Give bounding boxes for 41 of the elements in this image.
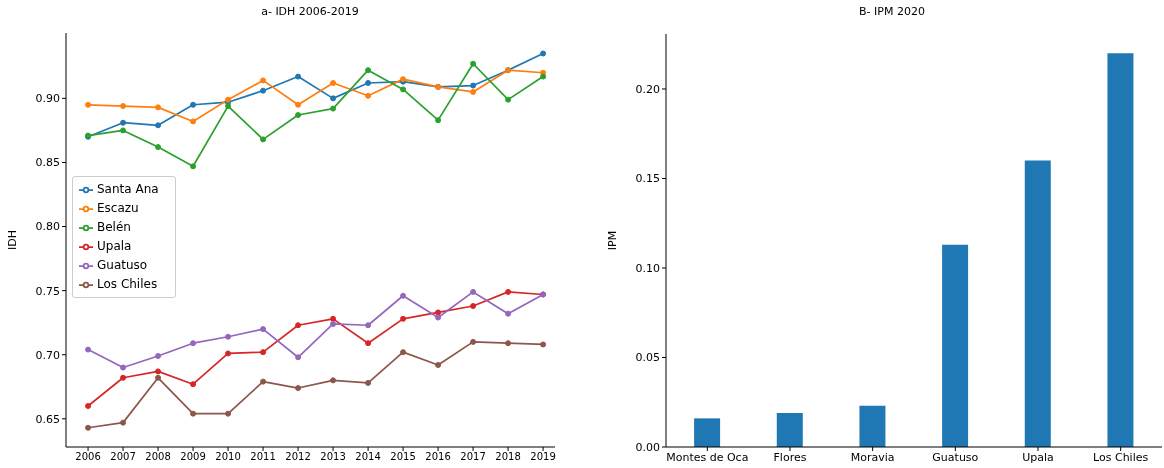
y-tick-label: 0.75 — [35, 284, 60, 298]
legend-label: Los Chiles — [97, 277, 158, 291]
y-tick-label: 0.85 — [35, 156, 60, 170]
legend-label: Upala — [97, 239, 132, 253]
y-tick-label: 0.20 — [635, 82, 660, 96]
x-tick-label: 2019 — [530, 451, 556, 463]
legend-label: Belén — [97, 220, 131, 234]
y-tick-label: 0.80 — [35, 220, 60, 234]
x-tick-label: Upala — [1022, 450, 1054, 464]
x-tick-label: 2016 — [425, 451, 451, 463]
x-tick-label: 2011 — [250, 451, 276, 463]
y-tick-label: 0.00 — [635, 440, 660, 454]
x-tick-label: 2014 — [355, 451, 381, 463]
x-tick-label: 2013 — [320, 451, 346, 463]
x-tick-label: 2017 — [460, 451, 486, 463]
x-tick-label: Los Chiles — [1093, 450, 1149, 464]
legend-label: Escazu — [97, 201, 139, 215]
x-tick-label: 2010 — [215, 451, 241, 463]
legend-label: Guatuso — [97, 258, 148, 272]
x-tick-label: Moravia — [850, 450, 895, 464]
y-tick-label: 0.15 — [635, 172, 660, 186]
x-tick-label: Montes de Oca — [666, 450, 749, 464]
x-tick-label: Flores — [773, 450, 807, 464]
y-axis-title: IPM — [605, 230, 619, 251]
x-tick-label: 2008 — [145, 451, 171, 463]
chart-title: B- IPM 2020 — [858, 5, 926, 18]
x-tick-label: 2009 — [180, 451, 206, 463]
y-tick-label: 0.90 — [35, 92, 60, 106]
x-tick-label: 2007 — [110, 451, 136, 463]
y-tick-label: 0.65 — [35, 412, 60, 426]
x-tick-label: Guatuso — [932, 450, 979, 464]
y-tick-label: 0.10 — [635, 261, 660, 275]
x-tick-label: 2015 — [390, 451, 416, 463]
y-tick-label: 0.05 — [635, 351, 660, 365]
x-tick-label: 2012 — [285, 451, 311, 463]
y-tick-label: 0.70 — [35, 348, 60, 362]
x-tick-label: 2006 — [75, 451, 101, 463]
legend-label: Santa Ana — [97, 182, 159, 196]
chart-title: a- IDH 2006-2019 — [260, 5, 360, 18]
y-axis-title: IDH — [5, 230, 19, 250]
x-tick-label: 2018 — [495, 451, 521, 463]
